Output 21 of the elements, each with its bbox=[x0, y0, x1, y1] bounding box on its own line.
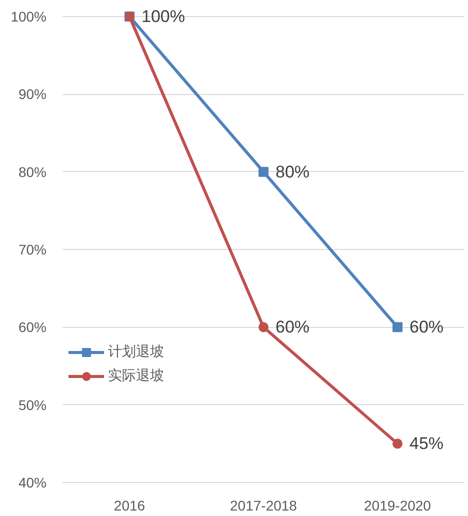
data-label: 45% bbox=[410, 434, 444, 454]
y-tick-label: 100% bbox=[10, 8, 47, 24]
point bbox=[258, 166, 268, 177]
legend-label: 计划退坡 bbox=[108, 343, 164, 361]
y-tick-label: 90% bbox=[18, 86, 47, 102]
point bbox=[392, 322, 402, 332]
data-label: 60% bbox=[276, 318, 310, 337]
y-tick-label: 50% bbox=[18, 396, 47, 413]
x-tick-label: 2019-2020 bbox=[364, 498, 432, 514]
point bbox=[392, 438, 402, 449]
y-tick-label: 60% bbox=[18, 319, 47, 336]
y-tick-label: 40% bbox=[18, 474, 47, 490]
x-tick-label: 2016 bbox=[114, 498, 146, 514]
data-label: 100% bbox=[142, 7, 185, 26]
y-tick-label: 80% bbox=[18, 164, 47, 180]
x-tick-label: 2017-2018 bbox=[230, 498, 298, 514]
point bbox=[258, 322, 268, 332]
y-tick-label: 70% bbox=[18, 242, 47, 258]
data-label: 60% bbox=[410, 318, 444, 337]
legend-label: 实际退坡 bbox=[108, 367, 164, 385]
data-label: 80% bbox=[276, 162, 310, 182]
